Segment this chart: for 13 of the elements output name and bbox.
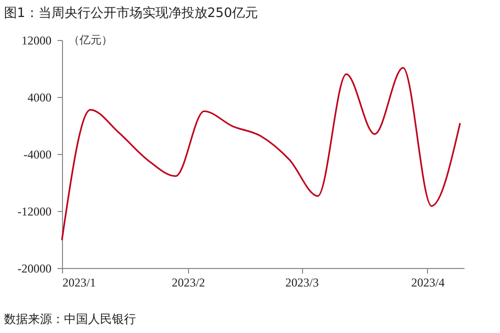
y-tick-label: 4000 <box>28 90 52 104</box>
x-tick-label: 2023/4 <box>411 276 445 290</box>
y-tick-label: -4000 <box>24 148 52 162</box>
x-tick-label: 2023/3 <box>285 276 319 290</box>
source-note: 数据来源：中国人民银行 <box>4 311 136 328</box>
x-tick-label: 2023/1 <box>62 276 96 290</box>
y-tick-label: -12000 <box>18 204 52 218</box>
y-tick-label: 12000 <box>22 34 52 48</box>
chart-title: 图1：当周央行公开市场实现净投放250亿元 <box>4 5 258 22</box>
y-tick-label: -20000 <box>18 262 52 276</box>
line-series <box>61 66 461 240</box>
y-axis-title: （亿元） <box>68 34 112 46</box>
x-tick-label: 2023/2 <box>172 276 206 290</box>
